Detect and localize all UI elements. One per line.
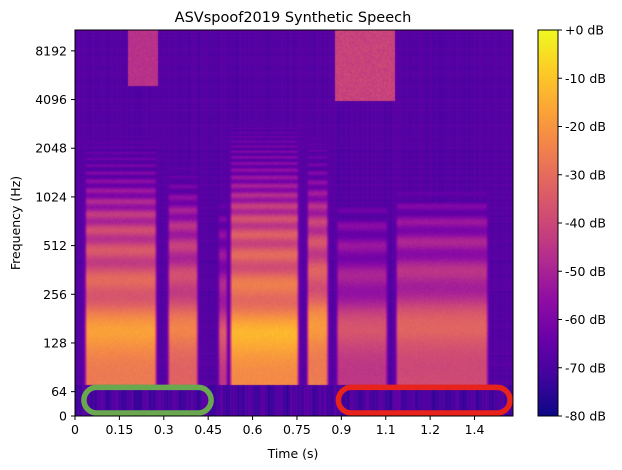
chart-title: ASVspoof2019 Synthetic Speech — [175, 10, 412, 26]
y-tick-label: 64 — [51, 384, 67, 399]
x-tick-label: 1.2 — [420, 422, 440, 437]
colorbar-tick-label: +0 dB — [565, 23, 604, 38]
colorbar-gradient — [538, 30, 558, 416]
y-tick-label: 128 — [43, 335, 67, 350]
y-tick-label: 1024 — [35, 189, 67, 204]
y-tick-label: 4096 — [35, 92, 67, 107]
y-axis: 0 64 128 256 512 1024 2048 4096 8192 — [35, 43, 75, 424]
y-tick-label: 256 — [43, 287, 67, 302]
colorbar-tick-label: -80 dB — [565, 409, 606, 424]
colorbar-tick-label: -40 dB — [565, 216, 606, 231]
x-tick-label: 0.15 — [105, 422, 133, 437]
x-axis: 0 0.15 0.3 0.45 0.6 0.75 0.9 1.1 1.2 1.4 — [71, 416, 485, 437]
x-tick-label: 1.1 — [376, 422, 396, 437]
x-axis-label: Time (s) — [267, 446, 319, 461]
y-tick-label: 512 — [43, 238, 67, 253]
colorbar-tick-label: -60 dB — [565, 312, 606, 327]
colorbar-axis: +0 dB -10 dB -20 dB -30 dB -40 dB -50 dB -60 d… — [558, 23, 606, 424]
spectrogram-heatmap — [75, 30, 513, 416]
colorbar-tick-label: -70 dB — [565, 360, 606, 375]
y-tick-label: 8192 — [35, 43, 67, 58]
plot-frame — [74, 29, 514, 417]
x-tick-label: 1.4 — [465, 422, 485, 437]
colorbar-tick-label: -30 dB — [565, 167, 606, 182]
x-tick-label: 0.75 — [283, 422, 311, 437]
colorbar-tick-label: -10 dB — [565, 71, 606, 86]
y-tick-label: 0 — [59, 409, 67, 424]
y-tick-label: 2048 — [35, 141, 67, 156]
highlight-box-1 — [81, 384, 214, 416]
annotation-layer — [81, 384, 513, 416]
x-tick-label: 0.6 — [243, 422, 263, 437]
colorbar-tick-label: -50 dB — [565, 264, 606, 279]
x-tick-label: 0.9 — [331, 422, 351, 437]
x-tick-label: 0.3 — [154, 422, 174, 437]
highlight-box-2 — [335, 384, 513, 416]
x-tick-label: 0.45 — [194, 422, 222, 437]
y-axis-label: Frequency (Hz) — [8, 176, 23, 270]
colorbar-tick-label: -20 dB — [565, 119, 606, 134]
x-tick-label: 0 — [71, 422, 79, 437]
